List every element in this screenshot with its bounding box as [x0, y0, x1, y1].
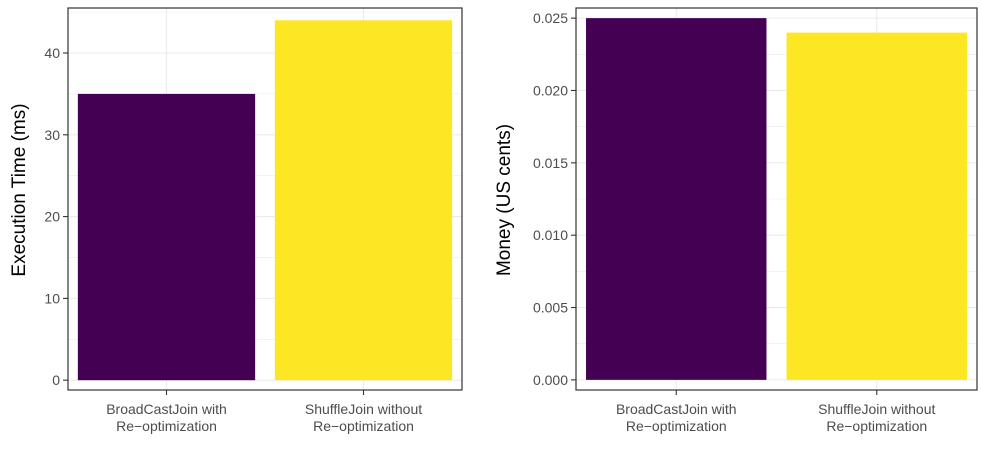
y-axis-title: Execution Time (ms) — [9, 103, 30, 276]
y-tick-label: 10 — [44, 290, 60, 306]
y-tick-label: 40 — [44, 45, 60, 61]
x-tick-label: BroadCastJoin with Re−optimization — [616, 401, 737, 434]
bar-2 — [274, 20, 453, 381]
x-tick-label: ShuffleJoin without Re−optimization — [305, 401, 422, 434]
y-tick-label: 0.020 — [533, 82, 568, 98]
y-tick-label: 30 — [44, 127, 60, 143]
y-tick-label: 0.025 — [533, 10, 568, 26]
panel-border — [67, 7, 463, 391]
y-axis-title: Money (US cents) — [494, 124, 515, 276]
bar-2 — [786, 32, 967, 380]
y-tick-label: 0.005 — [533, 300, 568, 316]
chart-panel-1: 0 10 20 30 40 BroadCastJoin with Re−optimizati… — [9, 7, 463, 434]
x-tick-label: ShuffleJoin without Re−optimization — [818, 401, 935, 434]
x-tick-label: BroadCastJoin with Re−optimization — [106, 401, 227, 434]
bar-1 — [77, 93, 256, 381]
panel-border — [575, 7, 978, 391]
y-tick-label: 0.010 — [533, 227, 568, 243]
y-tick-label: 0.000 — [533, 372, 568, 388]
y-tick-label: 20 — [44, 209, 60, 225]
y-tick-label: 0.015 — [533, 155, 568, 171]
y-tick-label: 0 — [52, 372, 60, 388]
chart-panel-2: 0.000 0.005 0.010 0.015 0.020 0.025 BroadCastJ… — [494, 7, 978, 434]
bar-1 — [586, 18, 767, 380]
